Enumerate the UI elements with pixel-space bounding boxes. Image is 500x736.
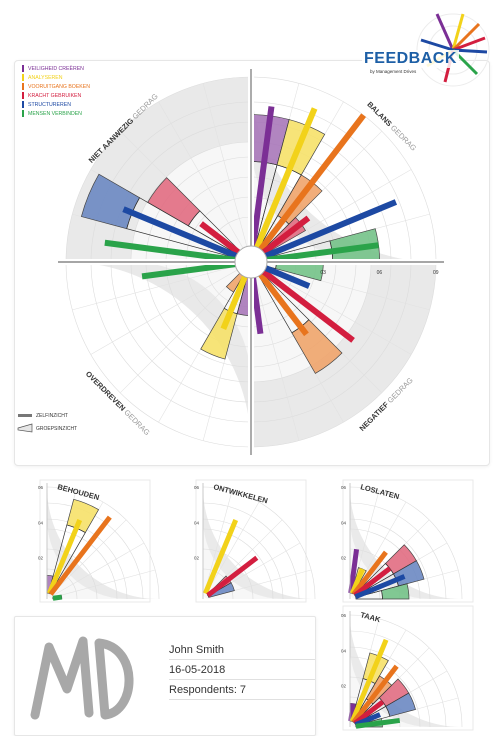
legend-label: KRACHT GEBRUIKEN [28,93,81,99]
quadrant-0 [66,77,251,262]
small-tick-label: 02 [38,556,44,561]
legend-item: VEILIGHEID CREËREN [22,64,90,73]
small-tick-label: 04 [38,520,44,525]
legend-swatch [22,92,24,99]
quadrant-2 [251,262,436,447]
small-tick-label: 06 [341,613,347,618]
quadrant-3 [66,262,251,447]
legend-swatch [22,74,24,81]
small-tick-label: 02 [341,684,347,689]
legend-label: MENSEN VERBINDEN [28,111,82,117]
brand-subtitle: by Management Drives [370,69,416,74]
legend-swatch [22,110,24,117]
small-tick-label: 04 [341,520,347,525]
insight-key: ZELFINZICHT GROEPSINZICHT [18,413,77,432]
quadrant-label: OVERDREVEN GEDRAG [84,369,152,437]
scale-tick-label: 06 [377,270,383,276]
small-tick-label: 06 [194,485,200,490]
legend-item: KRACHT GEBRUIKEN [22,91,90,100]
self-key-icon [18,414,32,417]
scale-tick-label: 09 [433,270,439,276]
small-tick-label: 06 [341,485,347,490]
legend-label: STRUCTUREREN [28,102,71,108]
small-tick-label: 06 [38,485,44,490]
scale-tick-label: 03 [320,270,326,276]
group-key-icon [18,424,32,432]
legend-label: VEILIGHEID CREËREN [28,66,84,72]
center-hub [235,246,267,278]
legend-item: ANALYSEREN [22,73,90,82]
quadrant-label: BALANS GEDRAG [365,100,418,153]
self-key-label: ZELFINZICHT [36,413,68,419]
legend-item: VOORUITGANG BOEKEN [22,82,90,91]
legend-swatch [22,65,24,72]
small-tick-label: 04 [341,648,347,653]
legend-label: ANALYSEREN [28,75,63,81]
group-key-label: GROEPSINZICHT [36,426,77,432]
self-bar [53,597,62,598]
brand-logo: FEEDBACK by Management Drives [360,8,490,93]
quadrant-label-light: GEDRAG [122,408,151,437]
small-tick-label: 04 [194,520,200,525]
quadrant-label-bold: BALANS [365,100,395,130]
quadrant-1 [251,77,436,262]
legend-swatch [22,83,24,90]
legend-item: MENSEN VERBINDEN [22,109,90,118]
legend-item: STRUCTUREREN [22,100,90,109]
quadrant-label-light: GEDRAG [389,123,418,152]
legend-label: VOORUITGANG BOEKEN [28,84,90,90]
small-tick-label: 02 [341,556,347,561]
quadrant-label-bold: OVERDREVEN [84,369,129,414]
small-tick-label: 02 [194,556,200,561]
legend-swatch [22,101,24,108]
legend: VEILIGHEID CREËREN ANALYSEREN VOORUITGANG … [22,64,90,118]
brand-title: FEEDBACK [362,50,459,68]
